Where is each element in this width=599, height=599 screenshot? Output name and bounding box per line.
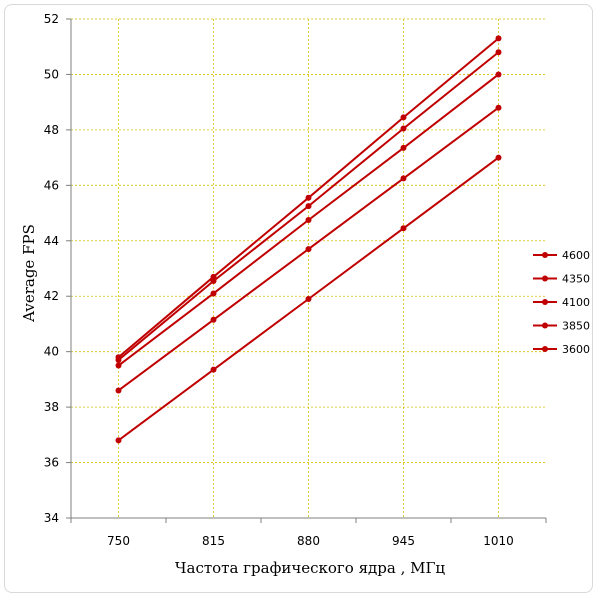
data-point bbox=[210, 290, 217, 297]
series-lines bbox=[115, 35, 502, 444]
data-point bbox=[495, 154, 502, 161]
y-tick-label: 38 bbox=[44, 400, 59, 414]
y-tick-label: 42 bbox=[44, 289, 59, 303]
y-axis-title: Average FPS bbox=[20, 224, 38, 323]
data-point bbox=[400, 225, 407, 232]
legend-entry: 4100 bbox=[533, 296, 590, 309]
data-point bbox=[115, 356, 122, 363]
legend-entry: 3600 bbox=[533, 343, 590, 356]
y-tick-label: 36 bbox=[44, 456, 59, 470]
x-tick-label: 750 bbox=[107, 534, 130, 548]
legend-entry: 3850 bbox=[533, 320, 590, 333]
tick-labels: 34 36 38 40 42 44 46 48 50 52 750 815 880 945 1010 bbox=[44, 12, 514, 548]
data-point bbox=[400, 144, 407, 151]
series-4350 bbox=[115, 49, 502, 363]
legend-label: 4600 bbox=[562, 249, 590, 262]
legend-marker bbox=[542, 346, 548, 352]
data-point bbox=[400, 125, 407, 132]
data-point bbox=[305, 203, 312, 210]
x-tick-label: 1010 bbox=[483, 534, 514, 548]
legend-marker bbox=[542, 322, 548, 329]
y-tick-label: 48 bbox=[44, 123, 59, 137]
data-point bbox=[495, 71, 502, 78]
data-point bbox=[495, 104, 502, 111]
data-point bbox=[210, 316, 217, 323]
legend-label: 3850 bbox=[562, 320, 590, 333]
series-4100 bbox=[115, 71, 502, 369]
legend-marker bbox=[542, 252, 548, 258]
data-point bbox=[210, 277, 217, 284]
data-point bbox=[305, 216, 312, 223]
data-point bbox=[400, 175, 407, 182]
x-tick-label: 880 bbox=[297, 534, 320, 548]
legend-label: 4350 bbox=[562, 273, 590, 286]
legend-label: 3600 bbox=[562, 343, 590, 356]
x-axis-title: Частота графического ядра , МГц bbox=[175, 559, 446, 577]
data-point bbox=[305, 246, 312, 253]
data-point bbox=[210, 273, 217, 280]
data-point bbox=[210, 366, 217, 373]
data-point bbox=[495, 35, 502, 42]
data-point bbox=[495, 49, 502, 56]
y-tick-label: 40 bbox=[44, 345, 59, 359]
series-3850 bbox=[115, 104, 502, 394]
y-tick-label: 44 bbox=[44, 234, 59, 248]
data-point bbox=[305, 194, 312, 201]
y-tick-label: 46 bbox=[44, 178, 59, 192]
legend-entry: 4600 bbox=[533, 249, 590, 262]
x-tick-label: 815 bbox=[202, 534, 225, 548]
data-point bbox=[305, 295, 312, 302]
data-point bbox=[115, 387, 122, 394]
series-3600 bbox=[115, 154, 502, 444]
legend: 4600 4350 4100 3850 3600 bbox=[533, 249, 590, 356]
chart-frame bbox=[4, 4, 593, 593]
data-point bbox=[400, 114, 407, 121]
y-tick-label: 50 bbox=[44, 67, 59, 81]
legend-label: 4100 bbox=[562, 296, 590, 309]
legend-marker bbox=[542, 299, 548, 305]
data-point bbox=[115, 362, 122, 369]
axes bbox=[66, 18, 547, 523]
y-tick-label: 34 bbox=[44, 511, 59, 525]
data-point bbox=[115, 437, 122, 444]
y-tick-label: 52 bbox=[44, 12, 59, 26]
x-tick-label: 945 bbox=[392, 534, 415, 548]
legend-entry: 4350 bbox=[533, 273, 590, 286]
legend-marker bbox=[542, 275, 548, 282]
